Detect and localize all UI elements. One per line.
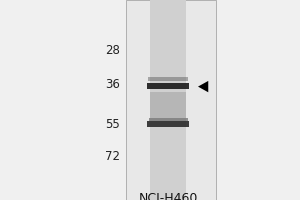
Text: 55: 55	[105, 117, 120, 130]
Text: 36: 36	[105, 78, 120, 90]
Bar	[148, 77, 188, 81]
Bar	[150, 92, 186, 118]
Bar	[150, 0, 186, 200]
Bar	[148, 118, 188, 121]
Bar	[126, 0, 216, 200]
Text: NCI-H460: NCI-H460	[138, 192, 198, 200]
Polygon shape	[198, 81, 208, 92]
Text: 28: 28	[105, 44, 120, 56]
Bar	[147, 121, 189, 127]
Text: 72: 72	[105, 150, 120, 162]
Bar	[147, 83, 189, 89]
